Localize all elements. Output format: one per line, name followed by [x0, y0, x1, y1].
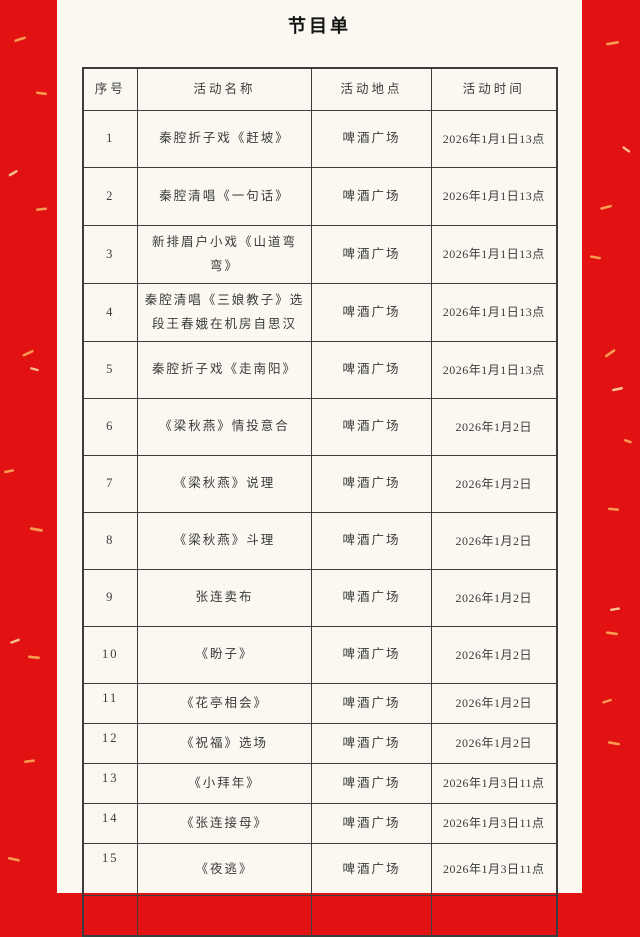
row-location: 啤酒广场 — [311, 398, 432, 456]
row-seq: 6 — [82, 398, 138, 456]
row-location: 啤酒广场 — [311, 843, 432, 896]
row-activity-name: 《梁秋燕》斗理 — [137, 512, 312, 570]
row-seq: 8 — [82, 512, 138, 570]
program-table-body: 1 秦腔折子戏《赶坡》 啤酒广场 2026年1月1日13点 2 秦腔清唱《一句话… — [82, 110, 557, 936]
paper-area: 节目单 序号 活动名称 活动地点 活动时间 1 秦腔折子戏《赶坡》 啤酒广场 2… — [57, 0, 582, 937]
header-seq: 序号 — [82, 67, 138, 111]
table-row: 2 秦腔清唱《一句话》 啤酒广场 2026年1月1日13点 — [82, 167, 557, 226]
row-seq: 13 — [82, 763, 138, 804]
table-row: 14 《张连接母》 啤酒广场 2026年1月3日11点 — [82, 803, 557, 844]
row-time: 2026年1月3日11点 — [431, 763, 557, 804]
row-time: 2026年1月2日 — [431, 626, 557, 684]
row-location: 啤酒广场 — [311, 763, 432, 804]
row-location: 啤酒广场 — [311, 455, 432, 513]
row-time: 2026年1月3日11点 — [431, 803, 557, 844]
row-activity-name: 《梁秋燕》说理 — [137, 455, 312, 513]
row-time: 2026年1月2日 — [431, 683, 557, 724]
row-time: 2026年1月1日13点 — [431, 110, 557, 168]
confetti-flecks-icon — [4, 36, 48, 862]
row-time: 2026年1月1日13点 — [431, 341, 557, 399]
table-row: 7 《梁秋燕》说理 啤酒广场 2026年1月2日 — [82, 455, 557, 513]
row-seq: 10 — [82, 626, 138, 684]
row-activity-name: 《花亭相会》 — [137, 683, 312, 724]
row-location — [311, 895, 432, 936]
table-row: 13 《小拜年》 啤酒广场 2026年1月3日11点 — [82, 763, 557, 804]
row-seq: 1 — [82, 110, 138, 168]
row-location: 啤酒广场 — [311, 512, 432, 570]
table-row: 12 《祝福》选场 啤酒广场 2026年1月2日 — [82, 723, 557, 764]
row-activity-name — [137, 895, 312, 936]
row-time: 2026年1月2日 — [431, 455, 557, 513]
row-time: 2026年1月2日 — [431, 569, 557, 627]
row-activity-name: 新排眉户小戏《山道弯弯》 — [137, 225, 312, 284]
row-location: 啤酒广场 — [311, 110, 432, 168]
row-location: 啤酒广场 — [311, 626, 432, 684]
row-seq: 11 — [82, 683, 138, 724]
decorative-red-band-right — [582, 0, 640, 893]
row-location: 啤酒广场 — [311, 723, 432, 764]
row-location: 啤酒广场 — [311, 341, 432, 399]
row-time — [431, 895, 557, 936]
row-seq: 2 — [82, 167, 138, 226]
row-location: 啤酒广场 — [311, 225, 432, 284]
row-activity-name: 《梁秋燕》情投意合 — [137, 398, 312, 456]
table-header: 序号 活动名称 活动地点 活动时间 — [82, 67, 557, 111]
row-time: 2026年1月2日 — [431, 723, 557, 764]
row-activity-name: 秦腔清唱《一句话》 — [137, 167, 312, 226]
row-activity-name: 秦腔清唱《三娘教子》选段王春娥在机房自思汉 — [137, 283, 312, 342]
table-row: 3 新排眉户小戏《山道弯弯》 啤酒广场 2026年1月1日13点 — [82, 225, 557, 284]
row-activity-name: 秦腔折子戏《赶坡》 — [137, 110, 312, 168]
table-row — [82, 895, 557, 936]
row-seq: 9 — [82, 569, 138, 627]
table-row: 10 《盼子》 啤酒广场 2026年1月2日 — [82, 626, 557, 684]
row-activity-name: 秦腔折子戏《走南阳》 — [137, 341, 312, 399]
row-activity-name: 《盼子》 — [137, 626, 312, 684]
row-time: 2026年1月3日11点 — [431, 843, 557, 896]
table-row: 8 《梁秋燕》斗理 啤酒广场 2026年1月2日 — [82, 512, 557, 570]
header-time: 活动时间 — [431, 67, 557, 111]
table-row: 5 秦腔折子戏《走南阳》 啤酒广场 2026年1月1日13点 — [82, 341, 557, 399]
table-row: 6 《梁秋燕》情投意合 啤酒广场 2026年1月2日 — [82, 398, 557, 456]
row-activity-name: 《祝福》选场 — [137, 723, 312, 764]
table-row: 4 秦腔清唱《三娘教子》选段王春娥在机房自思汉 啤酒广场 2026年1月1日13… — [82, 283, 557, 342]
table-row: 1 秦腔折子戏《赶坡》 啤酒广场 2026年1月1日13点 — [82, 110, 557, 168]
decorative-red-band-left — [0, 0, 58, 893]
row-location: 啤酒广场 — [311, 569, 432, 627]
row-seq: 15 — [82, 843, 138, 896]
row-seq — [82, 895, 138, 936]
row-seq: 4 — [82, 283, 138, 342]
header-row: 序号 活动名称 活动地点 活动时间 — [82, 67, 557, 111]
row-time: 2026年1月2日 — [431, 512, 557, 570]
row-seq: 14 — [82, 803, 138, 844]
program-table: 序号 活动名称 活动地点 活动时间 1 秦腔折子戏《赶坡》 啤酒广场 2026年… — [81, 67, 558, 937]
row-time: 2026年1月1日13点 — [431, 167, 557, 226]
row-seq: 5 — [82, 341, 138, 399]
row-time: 2026年1月1日13点 — [431, 225, 557, 284]
row-location: 啤酒广场 — [311, 283, 432, 342]
table-row: 15 《夜逃》 啤酒广场 2026年1月3日11点 — [82, 843, 557, 896]
row-activity-name: 《张连接母》 — [137, 803, 312, 844]
row-location: 啤酒广场 — [311, 803, 432, 844]
row-time: 2026年1月2日 — [431, 398, 557, 456]
table-row: 9 张连卖布 啤酒广场 2026年1月2日 — [82, 569, 557, 627]
page-title: 节目单 — [288, 16, 351, 36]
row-activity-name: 张连卖布 — [137, 569, 312, 627]
row-seq: 12 — [82, 723, 138, 764]
row-seq: 7 — [82, 455, 138, 513]
header-location: 活动地点 — [311, 67, 432, 111]
table-row: 11 《花亭相会》 啤酒广场 2026年1月2日 — [82, 683, 557, 724]
confetti-flecks-icon — [590, 41, 632, 746]
row-seq: 3 — [82, 225, 138, 284]
row-location: 啤酒广场 — [311, 683, 432, 724]
row-location: 啤酒广场 — [311, 167, 432, 226]
row-time: 2026年1月1日13点 — [431, 283, 557, 342]
row-activity-name: 《小拜年》 — [137, 763, 312, 804]
header-activity: 活动名称 — [137, 67, 312, 111]
row-activity-name: 《夜逃》 — [137, 843, 312, 896]
